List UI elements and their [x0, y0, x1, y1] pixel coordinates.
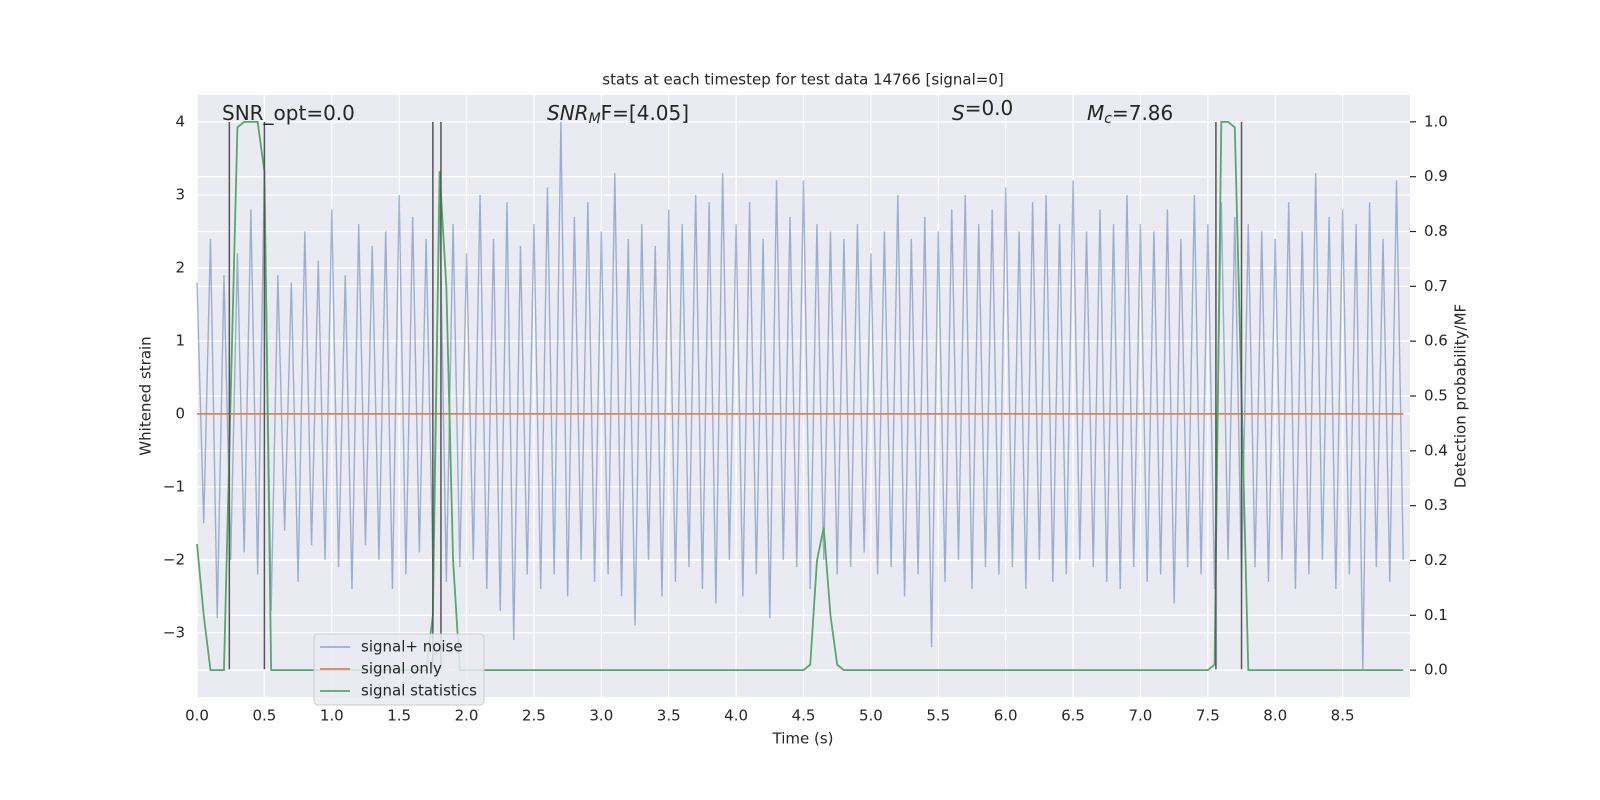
- series-line: [196, 121, 1404, 670]
- annotation-part: SNR: [547, 101, 589, 125]
- annotation: SNRMF=[4.05]: [547, 101, 689, 128]
- legend-label: signal statistics: [361, 682, 477, 700]
- annotation-part: c: [1104, 111, 1112, 127]
- y2-tick-label: 1.0: [1424, 112, 1448, 130]
- y-tick-label: 2: [175, 258, 185, 276]
- x-tick-label: 7.5: [1196, 707, 1220, 725]
- y2-tick-label: 0.4: [1424, 441, 1448, 459]
- y2-axis-label: Detection probability/MF: [1452, 304, 1470, 488]
- legend-label: signal+ noise: [361, 638, 463, 656]
- y-tick-label: 3: [175, 185, 185, 203]
- x-tick-label: 5.5: [926, 707, 950, 725]
- legend-label: signal only: [361, 660, 442, 678]
- legend-box: [313, 633, 485, 706]
- y-tick-label: −3: [163, 623, 185, 641]
- y-tick-label: −1: [163, 477, 185, 495]
- x-tick-label: 2.0: [455, 707, 479, 725]
- x-tick-label: 1.5: [387, 707, 411, 725]
- y-tick-label: −2: [163, 550, 185, 568]
- x-tick-label: 3.0: [589, 707, 613, 725]
- x-tick-label: 7.0: [1129, 707, 1153, 725]
- annotation-part: M: [1087, 101, 1104, 125]
- y2-tick-label: 0.5: [1424, 387, 1448, 405]
- y2-tick-label: 0.8: [1424, 222, 1448, 240]
- annotation: SNR_opt=0.0: [222, 101, 355, 125]
- annotation-part: =0.0: [965, 96, 1014, 120]
- y-tick-label: 0: [175, 404, 185, 422]
- y2-tick-label: 0.1: [1424, 606, 1448, 624]
- x-tick-label: 0.5: [252, 707, 276, 725]
- x-tick-label: 0.0: [185, 707, 209, 725]
- annotation-part: M: [589, 111, 601, 127]
- x-tick-label: 4.5: [792, 707, 816, 725]
- x-tick-label: 4.0: [724, 707, 748, 725]
- x-tick-label: 8.0: [1263, 707, 1287, 725]
- y-tick-label: 4: [175, 112, 185, 130]
- y-tick-label: 1: [175, 331, 185, 349]
- legend: signal+ noise signal only signal statistic…: [313, 633, 485, 706]
- annotation: Mc=7.86: [1087, 101, 1173, 128]
- y2-tick-label: 0.7: [1424, 277, 1448, 295]
- x-tick-label: 2.5: [522, 707, 546, 725]
- annotation: S=0.0: [952, 96, 1013, 125]
- annotation-part: S: [952, 101, 965, 125]
- x-tick-label: 1.0: [320, 707, 344, 725]
- y2-tick-label: 0.3: [1424, 496, 1448, 514]
- annotation-part: SNR_opt=0.0: [222, 101, 355, 125]
- y2-tick-label: 0.9: [1424, 167, 1448, 185]
- x-tick-label: 6.5: [1061, 707, 1085, 725]
- chart-title: stats at each timestep for test data 147…: [602, 71, 1003, 89]
- x-tick-label: 5.0: [859, 707, 883, 725]
- annotation-part: =7.86: [1112, 101, 1173, 125]
- x-tick-label: 8.5: [1331, 707, 1355, 725]
- y-axis-label: Whitened strain: [137, 336, 155, 455]
- x-tick-label: 3.5: [657, 707, 681, 725]
- x-tick-label: 6.0: [994, 707, 1018, 725]
- y2-tick-label: 0.0: [1424, 661, 1448, 679]
- y2-tick-label: 0.6: [1424, 332, 1448, 350]
- annotation-part: F=[4.05]: [601, 101, 689, 125]
- y2-tick-label: 0.2: [1424, 551, 1448, 569]
- x-axis-label: Time (s): [772, 730, 834, 748]
